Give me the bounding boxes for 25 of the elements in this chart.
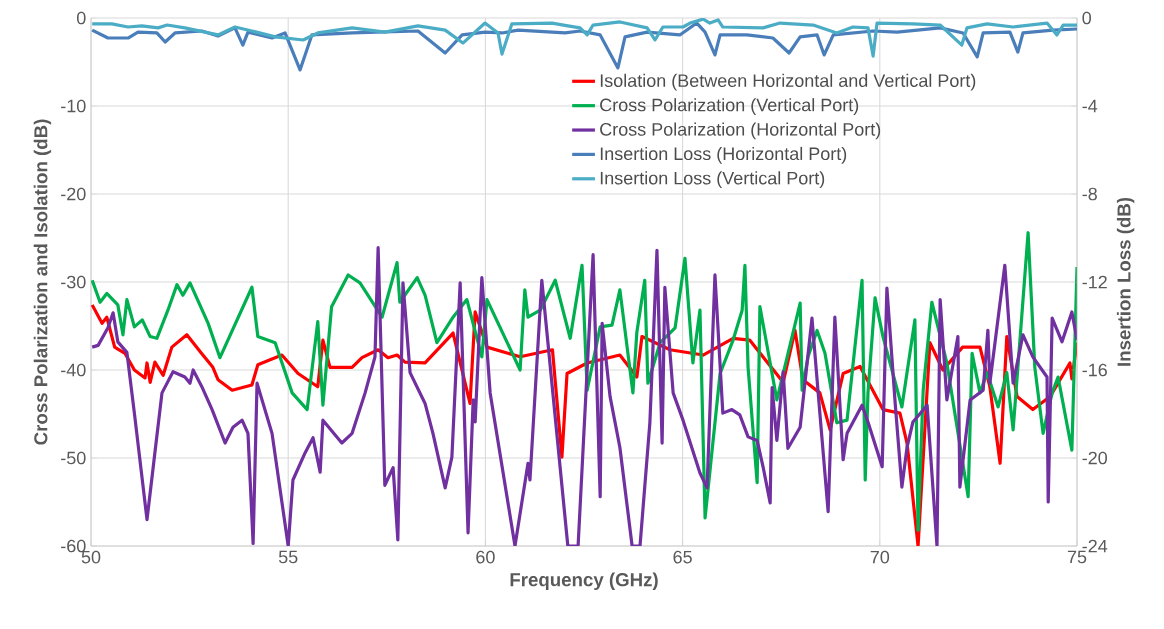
x-tick-label: 65	[673, 550, 692, 564]
y-tick-label: -40	[61, 363, 86, 377]
y-tick-label: -10	[61, 99, 86, 113]
y2-tick-label: -12	[1082, 275, 1107, 289]
x-tick-label: 55	[278, 550, 298, 564]
line-series	[91, 17, 1078, 58]
y2-axis-title: Insertion Loss (dB)	[1116, 197, 1135, 366]
legend-label: Isolation (Between Horizontal and Vertical Port)	[600, 73, 976, 91]
x-tick-label: 60	[476, 550, 495, 564]
y2-tick-label: -20	[1082, 451, 1108, 465]
legend-label: Cross Polarization (Horizontal Port)	[600, 122, 881, 140]
legend-label: Insertion Loss (Horizontal Port)	[600, 146, 847, 164]
x-tick-label: 70	[870, 550, 890, 564]
y-tick-label: 0	[76, 11, 86, 25]
y2-tick-label: -16	[1082, 363, 1107, 377]
y-axis-title: Cross Polarization and Isolation (dB)	[33, 119, 52, 445]
y-tick-label: -20	[61, 187, 86, 201]
y2-tick-label: -4	[1082, 99, 1098, 113]
y2-tick-label: -8	[1082, 187, 1097, 201]
legend-label: Insertion Loss (Vertical Port)	[600, 171, 825, 189]
x-axis-title: Frequency (GHz)	[510, 572, 658, 590]
y-tick-label: -30	[61, 275, 86, 289]
y-tick-label: -50	[61, 451, 86, 465]
legend-label: Cross Polarization (Vertical Port)	[600, 98, 859, 115]
y2-tick-label: 0	[1082, 11, 1092, 25]
